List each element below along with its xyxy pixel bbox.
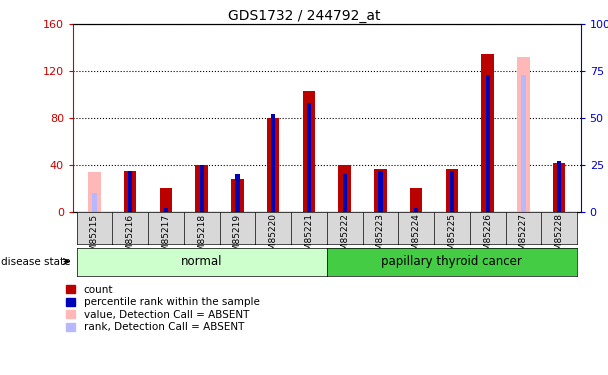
Text: GDS1732 / 244792_at: GDS1732 / 244792_at [228, 9, 380, 23]
Bar [517, 57, 530, 212]
Bar [307, 103, 311, 212]
Bar [160, 188, 172, 212]
Bar [482, 54, 494, 212]
Bar [486, 75, 490, 212]
Text: GSM85222: GSM85222 [340, 213, 349, 262]
Bar [235, 174, 240, 212]
Bar [339, 165, 351, 212]
Bar [128, 171, 133, 212]
Bar [557, 161, 561, 212]
Bar [88, 172, 101, 212]
Bar [410, 188, 423, 212]
Bar [553, 163, 565, 212]
Bar [195, 165, 208, 212]
Bar [414, 208, 418, 212]
Bar [164, 208, 168, 212]
Bar [450, 171, 454, 212]
Text: GSM85228: GSM85228 [554, 213, 564, 262]
Bar [303, 91, 315, 212]
Legend: count, percentile rank within the sample, value, Detection Call = ABSENT, rank, : count, percentile rank within the sample… [66, 285, 260, 332]
Bar [92, 193, 97, 212]
Text: GSM85219: GSM85219 [233, 213, 242, 262]
Bar [199, 165, 204, 212]
Text: GSM85220: GSM85220 [269, 213, 278, 262]
Text: GSM85217: GSM85217 [161, 213, 170, 262]
Text: GSM85224: GSM85224 [412, 213, 421, 262]
Text: GSM85226: GSM85226 [483, 213, 492, 262]
Text: disease state: disease state [1, 256, 71, 267]
Text: GSM85223: GSM85223 [376, 213, 385, 262]
Bar [267, 118, 280, 212]
Text: normal: normal [181, 255, 223, 268]
Text: GSM85221: GSM85221 [305, 213, 313, 262]
Text: papillary thyroid cancer: papillary thyroid cancer [381, 255, 522, 268]
Text: GSM85215: GSM85215 [90, 213, 99, 262]
Text: GSM85218: GSM85218 [197, 213, 206, 262]
Bar [374, 168, 387, 212]
Text: GSM85227: GSM85227 [519, 213, 528, 262]
Bar [446, 168, 458, 212]
Bar [521, 75, 525, 212]
Bar [271, 114, 275, 212]
Bar [342, 174, 347, 212]
Bar [378, 171, 382, 212]
Text: GSM85216: GSM85216 [126, 213, 134, 262]
Text: GSM85225: GSM85225 [447, 213, 457, 262]
Bar [231, 179, 244, 212]
Bar [124, 171, 136, 212]
